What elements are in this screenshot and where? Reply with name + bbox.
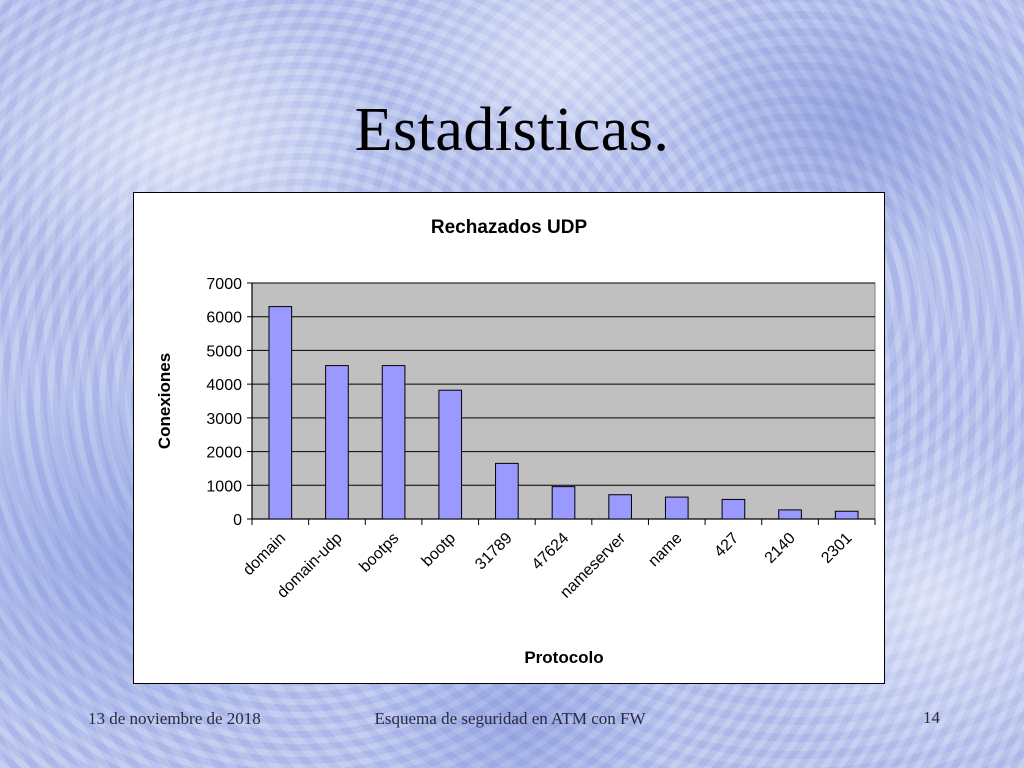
x-tick-label: 427: [711, 530, 742, 561]
x-tick-label: 47624: [529, 530, 573, 574]
bar: [381, 365, 406, 520]
chart-title: Rechazados UDP: [431, 217, 588, 238]
x-tick-label: bootp: [419, 530, 459, 570]
bar: [721, 498, 746, 520]
slide-number: 14: [923, 708, 940, 727]
footer-presentation-title: Esquema de seguridad en ATM con FW: [374, 709, 646, 728]
y-tick-label: 0: [233, 512, 242, 529]
bar: [268, 306, 293, 520]
footer-date: 13 de noviembre de 2018: [88, 709, 261, 728]
y-axis-label: Conexiones: [155, 353, 174, 449]
y-tick-label: 1000: [206, 478, 242, 495]
y-tick-label: 6000: [206, 310, 242, 327]
bar: [608, 494, 632, 520]
chart-container: Rechazados UDP Conexiones Protocolo 0 100…: [133, 192, 885, 684]
y-tick-label: 4000: [206, 377, 242, 394]
y-tick-label: 5000: [206, 343, 242, 360]
x-tick-label: name: [645, 530, 685, 570]
y-tick-label: 3000: [206, 411, 242, 428]
bar: [551, 486, 576, 520]
bar: [325, 365, 349, 520]
bar: [495, 462, 519, 520]
bar: [834, 510, 859, 520]
slide-title: Estadísticas.: [354, 96, 670, 164]
x-tick-label: bootps: [356, 530, 402, 576]
x-tick-label: domain: [240, 530, 289, 579]
y-tick-label: 7000: [206, 276, 242, 293]
x-tick-label: 2301: [818, 530, 855, 567]
bar: [438, 389, 463, 520]
bar: [778, 509, 802, 520]
x-axis-label: Protocolo: [524, 648, 603, 667]
y-tick-label: 2000: [206, 445, 242, 462]
plot-area: [251, 282, 876, 520]
bar: [664, 496, 689, 520]
bar-chart: Rechazados UDP Conexiones Protocolo 0 100…: [155, 217, 876, 667]
x-tick-label: 2140: [762, 530, 799, 567]
x-tick-label: 31789: [472, 530, 516, 574]
